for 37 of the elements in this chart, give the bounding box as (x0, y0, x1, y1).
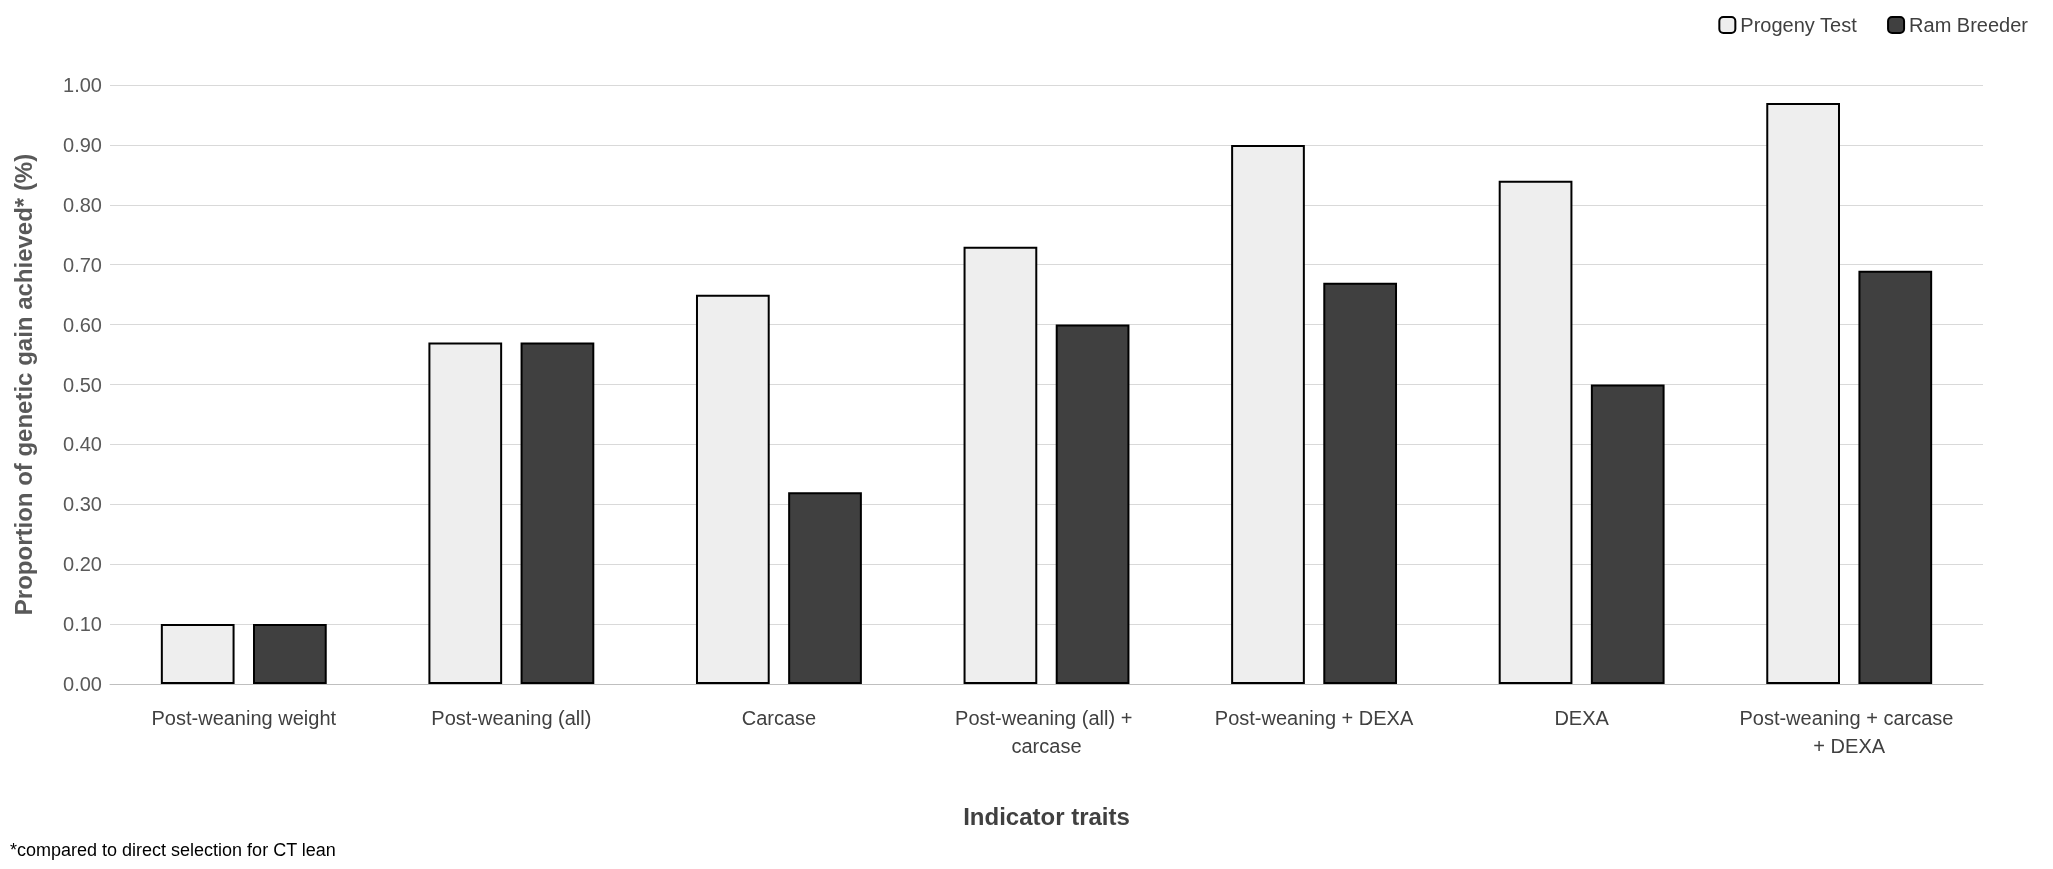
bar (788, 492, 862, 684)
legend-label: Progeny Test (1740, 14, 1858, 36)
y-tick-label: 0.60 (63, 313, 102, 336)
bar (1858, 270, 1933, 684)
y-tick-label: 0.50 (63, 373, 102, 396)
bar (1231, 144, 1305, 684)
text: *compared to direct selection for CT lean (10, 840, 336, 860)
y-tick-label: 0.70 (63, 253, 102, 276)
x-tick-label: Post-weaning (all) + carcase (955, 707, 1138, 757)
bar (160, 624, 235, 684)
x-tick-label: DEXA (1554, 707, 1610, 729)
x-axis-title: Indicator traits (963, 802, 1130, 830)
x-tick-label: Post-weaning + DEXA (1214, 707, 1414, 729)
bar (1766, 102, 1840, 684)
y-tick-label: 0.80 (63, 193, 102, 216)
bar (963, 246, 1038, 684)
y-tick-label: 0.10 (63, 613, 102, 636)
bar (1498, 180, 1573, 684)
y-tick-label: 0.20 (63, 553, 102, 576)
y-tick-label: 1.00 (63, 74, 102, 96)
bar (1055, 324, 1130, 684)
y-tick-label: 0.30 (63, 493, 102, 516)
bar (253, 624, 327, 684)
y-tick-label: 0.00 (63, 673, 102, 695)
bar (695, 294, 770, 684)
bar (1323, 282, 1398, 684)
bar (1590, 384, 1665, 684)
x-tick-label: Post-weaning (all) (431, 707, 592, 729)
bar (428, 342, 503, 684)
x-tick-label: Post-weaning weight (151, 707, 337, 729)
y-tick-label: 0.90 (63, 133, 102, 156)
bar (520, 342, 595, 684)
x-tick-label: Carcase (741, 707, 817, 729)
y-axis-title: Proportion of genetic gain achieved* (%) (9, 153, 37, 616)
x-tick-label: Post-weaning + carcase + DEXA (1739, 707, 1959, 757)
y-tick-label: 0.40 (63, 433, 102, 456)
legend-label: Ram Breeder (1909, 14, 2029, 36)
